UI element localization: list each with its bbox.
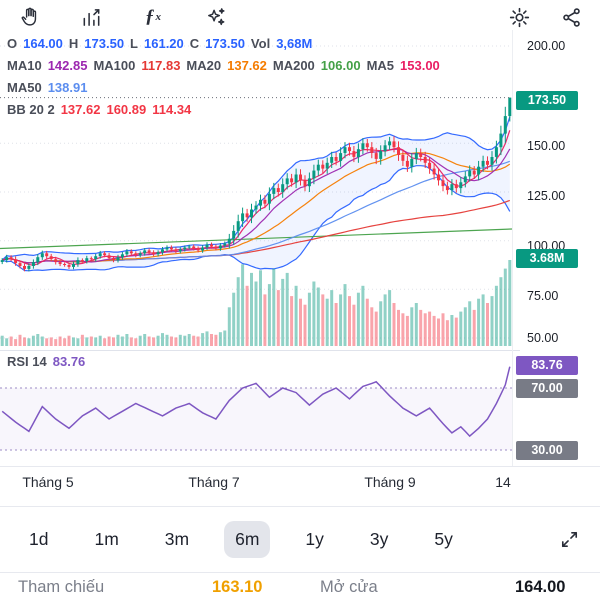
ma-value: 106.00 bbox=[320, 58, 361, 73]
share-icon[interactable] bbox=[558, 4, 584, 30]
ma-legend-line2: MA50 138.91 bbox=[7, 80, 87, 95]
quote-row: Tham chiếu 163.10 Mở cửa 164.00 bbox=[0, 578, 600, 600]
expand-icon[interactable] bbox=[556, 526, 582, 552]
range-button-3y[interactable]: 3y bbox=[359, 521, 399, 558]
reference-label: Tham chiếu bbox=[18, 578, 105, 596]
low-label: L bbox=[130, 36, 138, 51]
bb-upper-value: 160.89 bbox=[106, 102, 147, 117]
price-axis-label-200: 200.00 bbox=[527, 39, 566, 53]
bb-label: BB 20 2 bbox=[7, 102, 55, 117]
rsi-value: 83.76 bbox=[52, 354, 86, 369]
price-chart[interactable] bbox=[0, 30, 520, 466]
time-axis[interactable]: Tháng 5 Tháng 7 Tháng 9 14 bbox=[0, 468, 600, 498]
ma-label: MA20 bbox=[186, 58, 222, 73]
ma-label: MA10 bbox=[7, 58, 42, 73]
fx-subscript: x bbox=[155, 11, 162, 23]
high-value: 173.50 bbox=[84, 36, 125, 51]
fx-glyph: ƒ bbox=[145, 6, 155, 27]
ma-label: MA200 bbox=[272, 58, 315, 73]
open-price-label: Mở cửa bbox=[320, 578, 378, 596]
range-button-1d[interactable]: 1d bbox=[18, 521, 59, 558]
settings-gear-icon[interactable] bbox=[506, 4, 532, 30]
open-value: 164.00 bbox=[23, 36, 63, 51]
ohlc-legend: O 164.00 H 173.50 L 161.20 C 173.50 Vol … bbox=[7, 36, 312, 51]
volume-label: Vol bbox=[250, 36, 271, 51]
toolbar-right-group bbox=[506, 4, 584, 30]
time-label-month7: Tháng 7 bbox=[188, 474, 240, 490]
open-label: O bbox=[7, 36, 18, 51]
indicator-chart-icon[interactable] bbox=[78, 4, 104, 30]
range-button-1m[interactable]: 1m bbox=[83, 521, 129, 558]
range-button-5y[interactable]: 5y bbox=[423, 521, 463, 558]
open-price-value: 164.00 bbox=[515, 578, 566, 596]
ma-legend-line1: MA10 142.85 MA100 117.83 MA20 137.62 MA200 106.… bbox=[7, 58, 440, 73]
pan-hand-icon[interactable] bbox=[16, 4, 42, 30]
ma-value: 142.85 bbox=[47, 58, 88, 73]
low-value: 161.20 bbox=[144, 36, 184, 51]
divider-above-time-axis bbox=[0, 466, 600, 467]
time-label-month5: Tháng 5 bbox=[22, 474, 74, 490]
price-axis-label-75: 75.00 bbox=[527, 289, 559, 303]
price-axis[interactable] bbox=[512, 30, 600, 466]
ma-value: 117.83 bbox=[141, 58, 181, 73]
close-value: 173.50 bbox=[205, 36, 245, 51]
price-axis-label-50: 50.00 bbox=[527, 331, 559, 345]
volume-value: 3,68M bbox=[276, 36, 313, 51]
divider-above-quote-row bbox=[0, 572, 600, 573]
rsi-value-badge: 83.76 bbox=[516, 356, 578, 375]
last-price-badge: 173.50 bbox=[516, 91, 578, 110]
rsi-legend: RSI 14 83.76 bbox=[7, 354, 85, 369]
divider-above-range-bar bbox=[0, 506, 600, 507]
price-axis-label-150: 150.00 bbox=[527, 139, 566, 153]
bb-basis-value: 137.62 bbox=[60, 102, 101, 117]
high-label: H bbox=[68, 36, 79, 51]
range-bar: 1d 1m 3m 6m 1y 3y 5y bbox=[0, 508, 600, 570]
range-bar-buttons: 1d 1m 3m 6m 1y 3y 5y bbox=[18, 520, 464, 558]
rsi-upper-band-badge: 70.00 bbox=[516, 379, 578, 398]
volume-badge: 3.68M bbox=[516, 249, 578, 268]
rsi-label: RSI 14 bbox=[7, 354, 47, 369]
time-label-month9: Tháng 9 bbox=[364, 474, 416, 490]
close-label: C bbox=[189, 36, 200, 51]
ma-value: 138.91 bbox=[47, 80, 88, 95]
ma-value: 137.62 bbox=[227, 58, 267, 73]
price-axis-label-125: 125.00 bbox=[527, 189, 566, 203]
bb-legend: BB 20 2 137.62 160.89 114.34 bbox=[7, 102, 191, 117]
range-button-6m[interactable]: 6m bbox=[224, 520, 271, 558]
ma-value: 153.00 bbox=[400, 58, 440, 73]
ma-label: MA50 bbox=[7, 80, 42, 95]
rsi-lower-band-badge: 30.00 bbox=[516, 441, 578, 460]
reference-value: 163.10 bbox=[212, 578, 263, 596]
magic-wand-icon[interactable] bbox=[202, 4, 228, 30]
bb-lower-value: 114.34 bbox=[152, 102, 192, 117]
ma-label: MA5 bbox=[366, 58, 395, 73]
time-label-day14: 14 bbox=[495, 474, 511, 490]
range-button-1y[interactable]: 1y bbox=[294, 521, 334, 558]
range-button-3m[interactable]: 3m bbox=[154, 521, 200, 558]
ma-label: MA100 bbox=[93, 58, 136, 73]
